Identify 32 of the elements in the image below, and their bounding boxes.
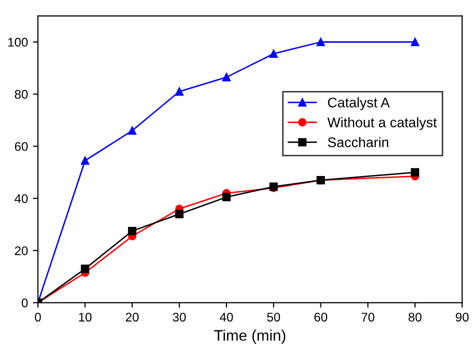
y-tick-label: 60 [14, 142, 28, 151]
x-tick-label: 60 [314, 312, 328, 322]
y-tick-label: 80 [14, 90, 28, 99]
x-tick-label: 10 [79, 312, 92, 322]
point [410, 38, 420, 46]
x-tick-label: 90 [456, 312, 469, 322]
x-tick-label: 80 [408, 312, 422, 322]
point [269, 50, 278, 58]
legend-label: Catalyst A [328, 97, 390, 110]
point [316, 38, 325, 46]
point [175, 210, 184, 218]
x-tick-label: 40 [220, 312, 233, 322]
y-tick-label: 20 [14, 246, 28, 256]
x-tick-label: 30 [172, 312, 186, 322]
x-tick-label: 20 [126, 312, 139, 322]
point [128, 126, 136, 135]
point [222, 73, 231, 82]
point [410, 168, 420, 176]
y-tick-label: 0 [22, 298, 28, 308]
point [175, 87, 184, 96]
y-tick-label: 100 [8, 38, 28, 47]
legend-label: Without a catalyst [327, 117, 437, 130]
x-tick-label: 70 [362, 312, 374, 322]
point [222, 192, 231, 202]
point [80, 156, 90, 165]
legend-label: Saccharin [328, 137, 388, 148]
x-tick-label: 0 [34, 312, 41, 322]
point [128, 226, 136, 236]
x-axis-title: Time (min) [214, 330, 286, 344]
y-tick-label: 40 [14, 194, 28, 204]
x-tick-label: 50 [267, 312, 280, 322]
point [80, 264, 90, 273]
